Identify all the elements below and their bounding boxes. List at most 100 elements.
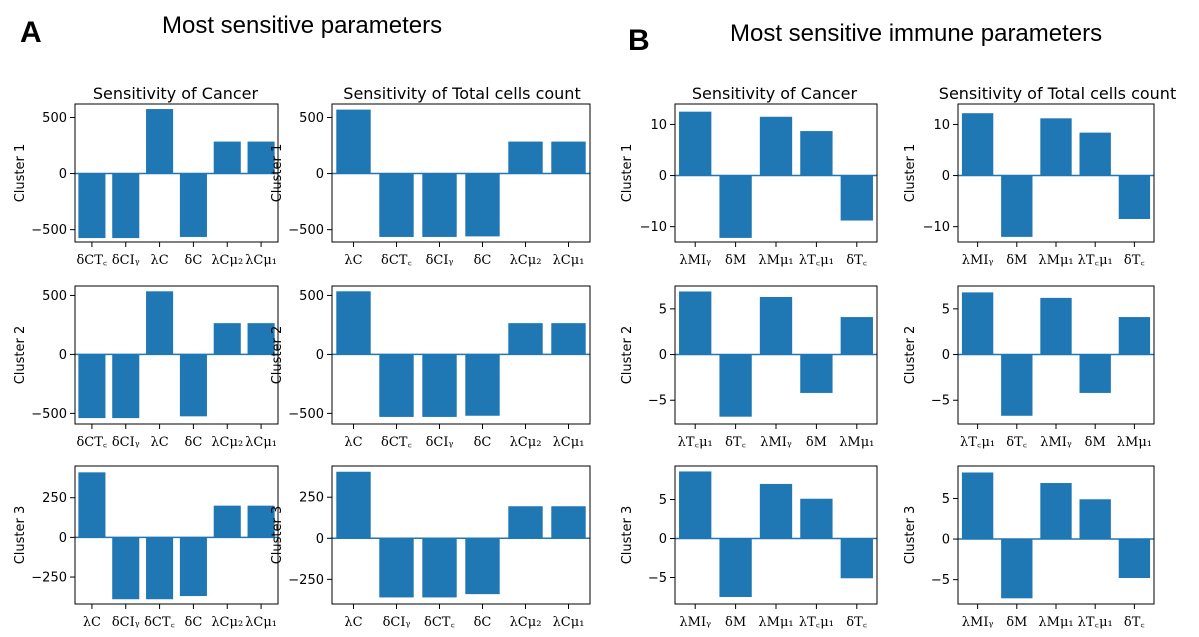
bar	[422, 538, 457, 598]
y-tick-label: 10	[650, 118, 667, 133]
bar	[1001, 175, 1033, 237]
x-tick-label: λC	[344, 615, 362, 630]
y-tick-label: −500	[31, 223, 67, 238]
x-tick-label: δT꜀	[1124, 253, 1145, 268]
bar	[247, 323, 275, 355]
bar	[800, 498, 833, 539]
y-tick-label: 0	[316, 348, 324, 363]
y-tick-label: 5	[942, 492, 950, 507]
bar	[1079, 354, 1111, 393]
y-tick-label: 250	[42, 491, 67, 506]
x-tick-label: λC	[150, 435, 168, 450]
bar	[679, 471, 712, 539]
x-tick-label: δCT꜀	[381, 435, 412, 450]
bar	[1079, 132, 1111, 176]
y-axis-label: Cluster 1	[903, 144, 918, 203]
x-tick-label: λCμ₁	[245, 253, 277, 268]
x-tick-label: δM	[725, 615, 746, 630]
bar	[422, 354, 457, 417]
x-tick-label: λMμ₁	[1117, 435, 1152, 450]
x-tick-label: λT꜀μ₁	[799, 253, 834, 268]
bar	[719, 354, 752, 417]
x-tick-label: λT꜀μ₁	[1078, 615, 1113, 630]
y-tick-label: 0	[59, 531, 67, 546]
bar	[679, 291, 712, 355]
y-tick-label: 0	[659, 169, 667, 184]
y-tick-label: 500	[299, 111, 324, 126]
bar	[379, 173, 414, 237]
bar	[146, 109, 174, 174]
y-tick-label: −5	[648, 394, 667, 409]
bar	[961, 472, 994, 540]
x-tick-label: λCμ₁	[553, 253, 585, 268]
x-tick-label: λCμ₁	[245, 435, 277, 450]
subplot-6: −500 0 500 λC δCT꜀ δCIᵧ δC λCμ₂ λCμ₁ Cluster 2	[270, 285, 591, 450]
x-tick-label: λMμ₁	[758, 615, 793, 630]
bar	[1001, 539, 1033, 599]
bar	[213, 505, 241, 538]
bar	[179, 173, 207, 237]
x-tick-label: λMIᵧ	[962, 615, 994, 630]
x-tick-label: λCμ₁	[553, 435, 585, 450]
x-tick-label: δCIᵧ	[112, 253, 140, 268]
subplot-1: −500 0 500 δCT꜀ δCIᵧ λC δC λCμ₂ λCμ₁ Cluster 1	[13, 103, 279, 268]
bar	[759, 116, 793, 176]
bar	[961, 292, 994, 355]
x-tick-label: λMIᵧ	[1040, 435, 1072, 450]
x-tick-label: δM	[1006, 615, 1027, 630]
bar	[112, 537, 140, 600]
y-axis-label: Cluster 3	[903, 506, 918, 565]
axes-frame	[74, 103, 279, 243]
bar	[508, 323, 543, 355]
x-tick-label: λT꜀μ₁	[960, 435, 995, 450]
y-tick-label: −500	[31, 407, 67, 422]
bar	[146, 291, 174, 355]
bar	[551, 141, 586, 174]
x-tick-label: λMμ₁	[1038, 253, 1073, 268]
axes-frame	[74, 465, 279, 605]
col-title-b-total: Sensitivity of Total cells count	[938, 84, 1177, 103]
x-tick-label: λCμ₂	[510, 615, 542, 630]
bar	[679, 111, 712, 176]
bar	[1118, 317, 1151, 355]
x-tick-label: λCμ₂	[510, 435, 542, 450]
subplot-3: −10 0 10 λMIᵧ δM λMμ₁ λT꜀μ₁ δT꜀ Cluster 1	[620, 103, 878, 268]
bar	[1040, 483, 1072, 540]
x-tick-label: λC	[150, 253, 168, 268]
y-tick-label: 0	[659, 532, 667, 547]
x-tick-label: λCμ₂	[211, 253, 243, 268]
bar	[551, 323, 586, 355]
bar	[179, 354, 207, 417]
x-tick-label: λT꜀μ₁	[799, 615, 834, 630]
col-title-a-total: Sensitivity of Total cells count	[343, 84, 581, 103]
x-tick-label: λMIᵧ	[679, 253, 711, 268]
y-tick-label: 500	[42, 289, 67, 304]
bar	[840, 317, 873, 355]
bar	[1079, 499, 1111, 540]
y-axis-label: Cluster 1	[13, 144, 28, 203]
bar	[719, 175, 752, 238]
y-tick-label: 0	[316, 167, 324, 182]
x-tick-label: λMμ₁	[1038, 615, 1073, 630]
bar	[1001, 354, 1033, 416]
y-tick-label: −10	[640, 220, 667, 235]
x-tick-label: λCμ₂	[211, 435, 243, 450]
x-tick-label: λCμ₂	[211, 615, 243, 630]
axes-frame	[331, 103, 591, 243]
x-tick-label: λCμ₁	[245, 615, 277, 630]
x-tick-label: δCIᵧ	[383, 615, 411, 630]
y-tick-label: 0	[659, 348, 667, 363]
x-tick-label: δCIᵧ	[112, 615, 140, 630]
y-tick-label: −250	[288, 573, 324, 588]
bar	[759, 483, 793, 539]
x-tick-label: δCT꜀	[144, 615, 175, 630]
x-tick-label: δT꜀	[1006, 435, 1027, 450]
y-tick-label: 5	[942, 302, 950, 317]
subplot-11: −5 0 5 λMIᵧ δM λMμ₁ λT꜀μ₁ δT꜀ Cluster 3	[620, 465, 878, 630]
x-tick-label: λC	[344, 435, 362, 450]
bar	[840, 175, 873, 221]
x-tick-label: δC	[185, 253, 203, 268]
x-tick-label: λC	[344, 253, 362, 268]
y-tick-label: 0	[59, 167, 67, 182]
subplot-4: −10 0 10 λMIᵧ δM λMμ₁ λT꜀μ₁ δT꜀ Cluster 1	[903, 103, 1155, 268]
